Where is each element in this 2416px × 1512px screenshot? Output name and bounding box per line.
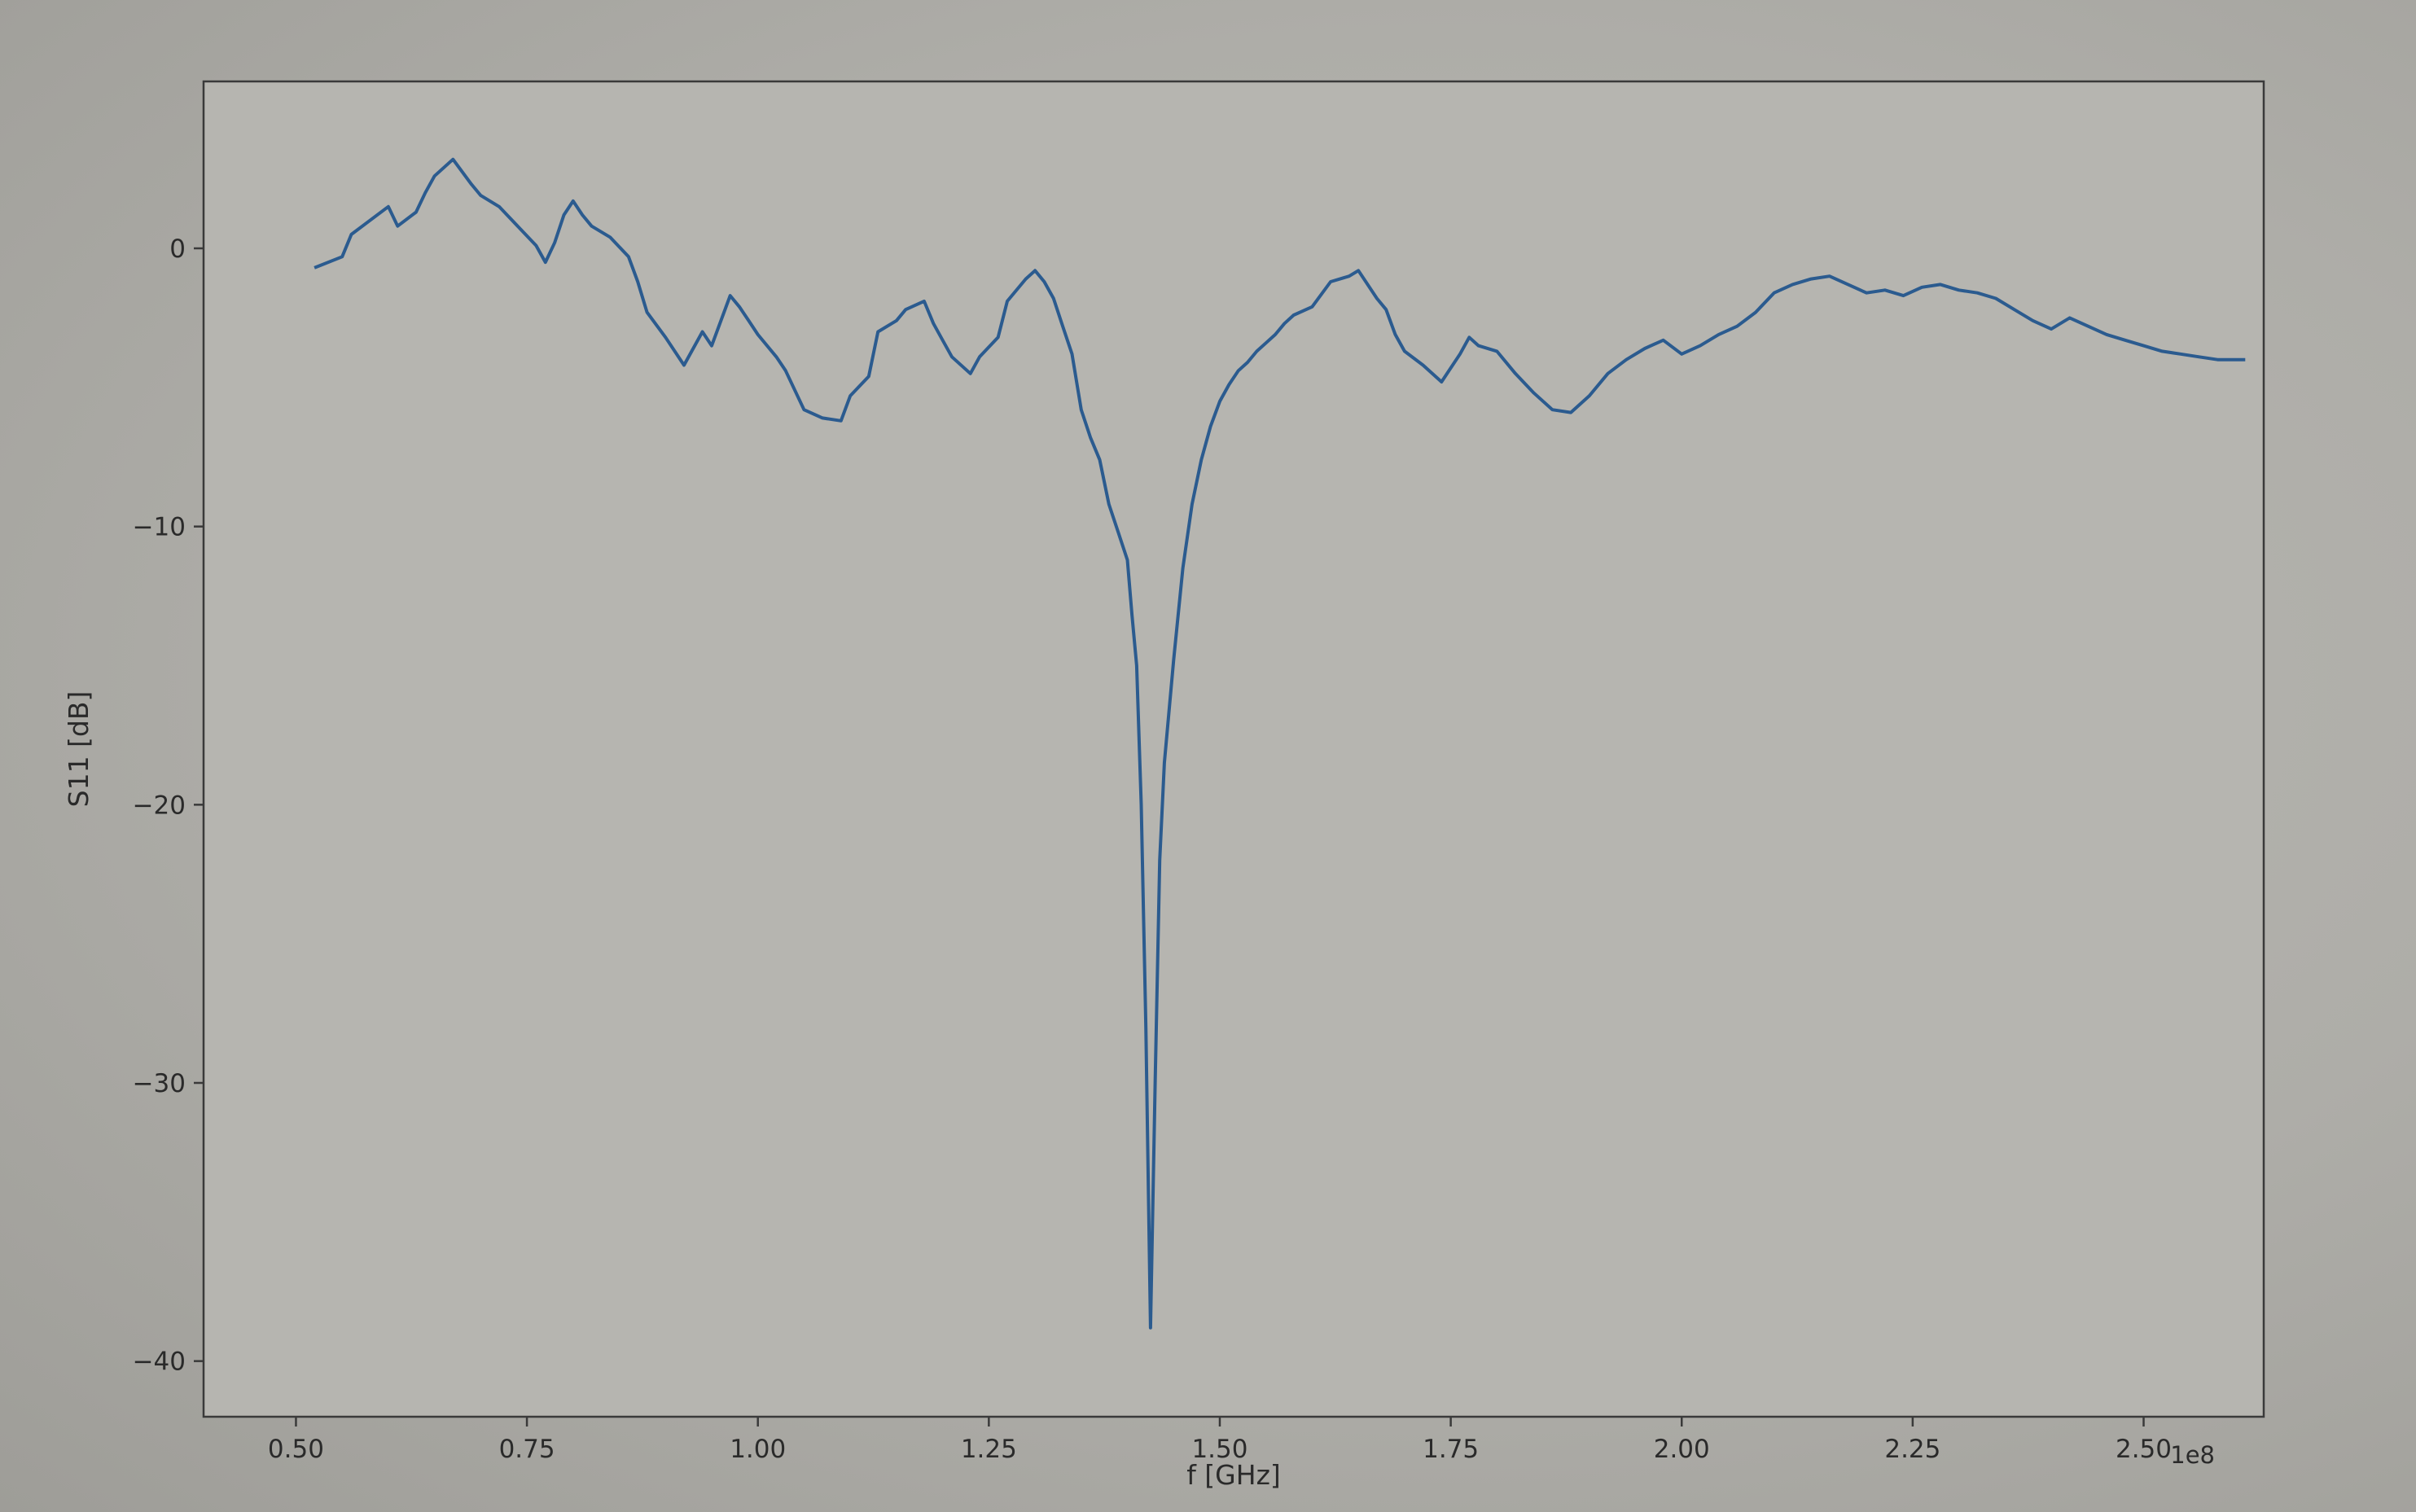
x-tick-label: 2.25 (1884, 1435, 1940, 1464)
x-tick-label: 1.75 (1423, 1435, 1479, 1464)
y-tick-label: −20 (133, 791, 186, 820)
x-tick-label: 1.25 (961, 1435, 1017, 1464)
y-tick-label: −10 (133, 513, 186, 542)
x-offset-label: 1e8 (2170, 1441, 2215, 1469)
x-tick-label: 0.50 (268, 1435, 324, 1464)
y-axis-label: S11 [dB] (63, 691, 94, 808)
plot-frame (202, 80, 2265, 1418)
x-tick-label: 2.50 (2116, 1435, 2172, 1464)
y-tick-label: −40 (133, 1348, 186, 1377)
y-axis: 0 −10 −20 −30 −40 (133, 234, 204, 1377)
x-axis-label: f [GHz] (1186, 1459, 1281, 1491)
x-tick-label: 1.00 (730, 1435, 786, 1464)
x-tick-label: 1.50 (1191, 1435, 1247, 1464)
x-axis: 0.50 0.75 1.00 1.25 1.50 1.75 2.00 2.25 2.50 (268, 1417, 2172, 1464)
y-tick-label: 0 (169, 234, 186, 264)
y-tick-label: −30 (133, 1069, 186, 1098)
x-tick-label: 0.75 (499, 1435, 555, 1464)
x-tick-label: 2.00 (1654, 1435, 1710, 1464)
s11-series-line (314, 157, 2246, 1330)
